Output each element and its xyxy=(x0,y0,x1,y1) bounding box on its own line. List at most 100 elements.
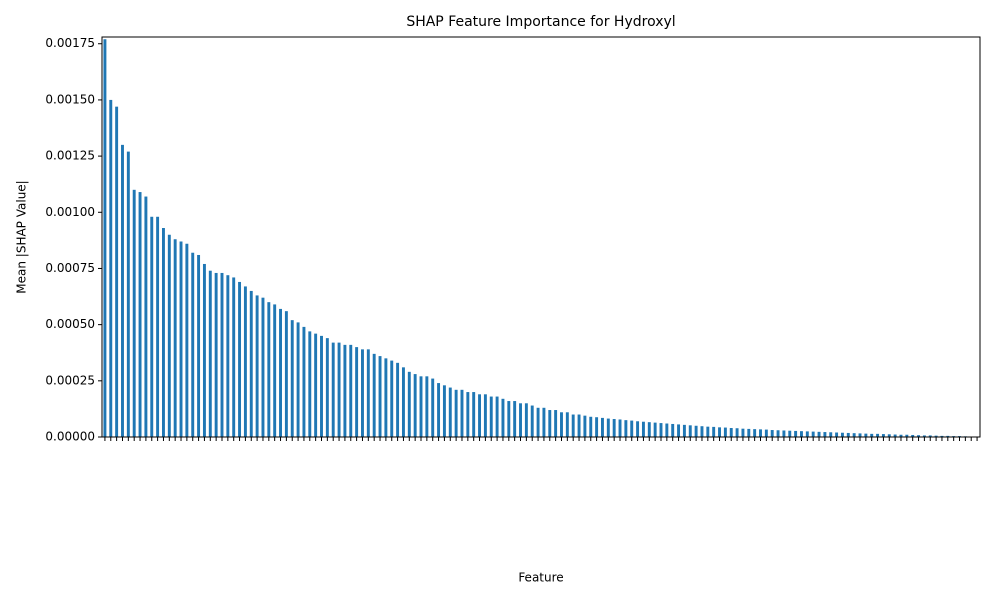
bar xyxy=(887,434,891,437)
y-axis-label: Mean |SHAP Value| xyxy=(15,180,29,293)
y-tick-label: 0.00025 xyxy=(45,373,95,387)
bar xyxy=(308,331,312,437)
bar xyxy=(378,356,382,437)
bar xyxy=(150,216,154,437)
bar xyxy=(331,342,335,437)
bar xyxy=(922,435,926,437)
bar xyxy=(161,228,165,437)
bar xyxy=(723,427,727,437)
bar xyxy=(401,367,405,437)
x-axis-label: Feature xyxy=(518,571,563,585)
bar xyxy=(776,430,780,437)
bar xyxy=(800,431,803,437)
bar xyxy=(448,387,452,437)
y-tick-label: 0.00100 xyxy=(45,205,95,219)
bar xyxy=(911,434,915,437)
bar xyxy=(618,419,622,437)
y-tick-label: 0.00175 xyxy=(45,36,95,50)
bar xyxy=(905,434,909,437)
bar xyxy=(132,189,136,437)
bar xyxy=(361,349,364,437)
y-tick-label: 0.00000 xyxy=(45,430,95,444)
bar xyxy=(431,378,435,437)
y-tick-label: 0.00075 xyxy=(45,261,95,275)
bar xyxy=(589,416,593,437)
y-tick-label: 0.00150 xyxy=(45,92,95,106)
bar xyxy=(302,326,306,437)
bar xyxy=(600,417,604,437)
bar xyxy=(495,396,499,437)
bar xyxy=(595,417,599,437)
bar xyxy=(870,433,874,437)
bar xyxy=(126,151,130,437)
bar xyxy=(946,435,950,437)
bar xyxy=(829,432,833,437)
bar xyxy=(460,389,464,437)
bar xyxy=(712,426,716,437)
bar xyxy=(208,270,212,437)
bar xyxy=(255,295,259,437)
bar xyxy=(788,430,792,437)
bar xyxy=(612,419,616,437)
bar xyxy=(571,414,575,437)
bar xyxy=(249,290,253,437)
bar xyxy=(466,392,470,437)
bar xyxy=(542,407,546,437)
bar xyxy=(647,422,651,437)
bar xyxy=(764,429,768,437)
bar xyxy=(273,304,277,437)
bar xyxy=(167,234,171,437)
bar xyxy=(700,426,704,437)
bar xyxy=(881,434,885,437)
bar xyxy=(536,407,540,437)
bar xyxy=(390,360,394,437)
bar xyxy=(191,252,195,437)
bar xyxy=(472,392,476,437)
bar xyxy=(454,389,458,437)
bar xyxy=(279,308,282,437)
bar xyxy=(261,297,265,437)
bar xyxy=(917,435,921,437)
bar xyxy=(437,383,441,437)
bar xyxy=(583,415,587,437)
bar xyxy=(320,335,323,437)
bar xyxy=(103,39,107,437)
bar xyxy=(659,423,663,437)
bar xyxy=(741,428,745,437)
bar xyxy=(864,433,868,437)
bar xyxy=(735,428,739,437)
bar xyxy=(606,418,610,437)
bar xyxy=(197,254,201,437)
bar xyxy=(554,410,558,437)
bar xyxy=(501,398,505,437)
bar xyxy=(858,433,862,437)
bar xyxy=(729,428,733,437)
bar xyxy=(782,430,786,437)
bar xyxy=(343,344,347,437)
bar xyxy=(794,430,798,437)
bar xyxy=(577,414,581,437)
bar xyxy=(560,412,563,437)
bar xyxy=(185,243,189,437)
bar xyxy=(109,99,113,437)
bar xyxy=(852,433,856,437)
bar xyxy=(396,362,400,437)
bar xyxy=(384,358,388,437)
bar xyxy=(718,427,721,437)
bar xyxy=(817,431,821,437)
bar xyxy=(489,396,493,437)
bar xyxy=(624,420,628,437)
bar xyxy=(314,333,318,437)
bar xyxy=(665,423,669,437)
bar xyxy=(653,422,657,437)
y-tick-label: 0.00125 xyxy=(45,149,95,163)
bar xyxy=(641,421,645,437)
bar xyxy=(179,241,183,437)
bar xyxy=(419,376,423,437)
bar xyxy=(355,347,359,437)
bar xyxy=(636,421,640,437)
bar xyxy=(115,106,119,438)
bar xyxy=(893,434,897,437)
bar xyxy=(753,429,757,437)
